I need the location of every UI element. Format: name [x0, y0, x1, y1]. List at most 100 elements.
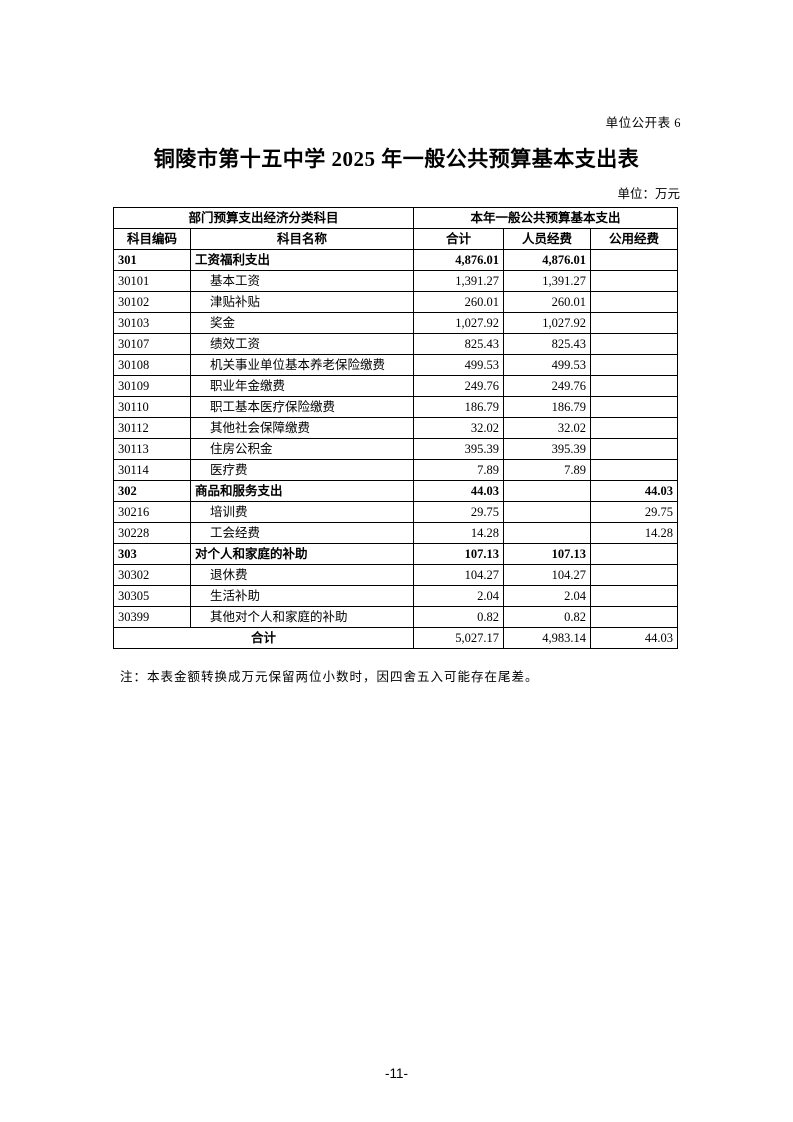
personnel-value: 1,391.27 [503, 270, 592, 292]
public-expense-value [590, 438, 679, 460]
personnel-value: 1,027.92 [503, 312, 592, 334]
subject-name: 住房公积金 [189, 438, 415, 460]
table-row: 30114 医疗费 7.89 7.89 [113, 459, 679, 481]
total-value: 0.82 [413, 606, 505, 628]
personnel-value [503, 522, 592, 544]
public-expense-value [590, 606, 679, 628]
subject-code: 30305 [113, 585, 191, 607]
subject-code: 30107 [113, 333, 191, 355]
column-header: 人员经费 [503, 228, 592, 250]
total-value: 4,876.01 [413, 249, 505, 271]
total-value: 14.28 [413, 522, 505, 544]
table-header: 部门预算支出经济分类科目 本年一般公共预算基本支出 科目编码 科目名称 合计 人员经费… [112, 207, 679, 250]
column-header: 科目编码 [113, 228, 191, 250]
total-value: 1,027.92 [413, 312, 505, 334]
public-expense-value [590, 354, 679, 376]
personnel-value [503, 501, 592, 523]
personnel-value: 4,876.01 [503, 249, 592, 271]
personnel-value: 32.02 [503, 417, 592, 439]
subject-code: 30113 [113, 438, 191, 460]
total-value: 260.01 [413, 291, 505, 313]
total-public-value: 44.03 [590, 627, 679, 649]
table-row: 30228 工会经费 14.28 14.28 [113, 522, 679, 544]
public-expense-value: 14.28 [590, 522, 679, 544]
personnel-value [503, 480, 592, 502]
section-row: 302 商品和服务支出 44.03 44.03 [113, 480, 679, 502]
table-row: 30305 生活补助 2.04 2.04 [113, 585, 679, 607]
subject-name: 退休费 [189, 564, 415, 586]
table-row: 30399 其他对个人和家庭的补助 0.82 0.82 [113, 606, 679, 628]
total-value: 1,391.27 [413, 270, 505, 292]
total-value: 32.02 [413, 417, 505, 439]
subject-name: 职业年金缴费 [189, 375, 415, 397]
table-footer: 合计 5,027.17 4,983.14 44.03 [112, 627, 679, 649]
public-expense-value [590, 543, 679, 565]
table-row: 30101 基本工资 1,391.27 1,391.27 [113, 270, 679, 292]
public-expense-value [590, 564, 679, 586]
personnel-value: 499.53 [503, 354, 592, 376]
total-value: 825.43 [413, 333, 505, 355]
public-expense-value [590, 249, 679, 271]
subject-code: 30102 [113, 291, 191, 313]
table-row: 30113 住房公积金 395.39 395.39 [113, 438, 679, 460]
total-value: 2.04 [413, 585, 505, 607]
subject-name: 基本工资 [189, 270, 415, 292]
subject-name: 医疗费 [189, 459, 415, 481]
personnel-value: 186.79 [503, 396, 592, 418]
subject-name: 津贴补贴 [189, 291, 415, 313]
personnel-value: 260.01 [503, 291, 592, 313]
table-row: 30107 绩效工资 825.43 825.43 [113, 333, 679, 355]
subject-code: 30302 [113, 564, 191, 586]
subject-name: 对个人和家庭的补助 [189, 543, 415, 565]
total-personnel-value: 4,983.14 [503, 627, 592, 649]
subject-name: 工资福利支出 [189, 249, 415, 271]
total-label: 合计 [112, 627, 415, 649]
column-header: 公用经费 [590, 228, 679, 250]
subject-name: 其他对个人和家庭的补助 [189, 606, 415, 628]
page-number: -11- [384, 1066, 408, 1081]
total-value: 499.53 [413, 354, 505, 376]
column-header-row: 科目编码 科目名称 合计 人员经费 公用经费 [113, 228, 679, 250]
subject-name: 生活补助 [189, 585, 415, 607]
total-value: 7.89 [413, 459, 505, 481]
subject-name: 绩效工资 [189, 333, 415, 355]
public-expense-value: 29.75 [590, 501, 679, 523]
subject-code: 30109 [113, 375, 191, 397]
subject-code: 30216 [113, 501, 191, 523]
personnel-value: 825.43 [503, 333, 592, 355]
section-row: 303 对个人和家庭的补助 107.13 107.13 [113, 543, 679, 565]
public-expense-value: 44.03 [590, 480, 679, 502]
subject-code: 302 [113, 480, 191, 502]
table-row: 30108 机关事业单位基本养老保险缴费 499.53 499.53 [113, 354, 679, 376]
total-sum-value: 5,027.17 [413, 627, 505, 649]
table-label: 单位公开表 6 [605, 116, 681, 130]
table-note: 注：本表金额转换成万元保留两位小数时，因四舍五入可能存在尾差。 [120, 670, 539, 684]
subject-code: 303 [113, 543, 191, 565]
subject-name: 其他社会保障缴费 [189, 417, 415, 439]
public-expense-value [590, 375, 679, 397]
subject-name: 奖金 [189, 312, 415, 334]
subject-name: 培训费 [189, 501, 415, 523]
subject-code: 30110 [113, 396, 191, 418]
header-group-right: 本年一般公共预算基本支出 [413, 207, 679, 229]
table-row: 30102 津贴补贴 260.01 260.01 [113, 291, 679, 313]
total-row: 合计 5,027.17 4,983.14 44.03 [112, 627, 679, 649]
table-row: 30112 其他社会保障缴费 32.02 32.02 [113, 417, 679, 439]
table-row: 30103 奖金 1,027.92 1,027.92 [113, 312, 679, 334]
total-value: 104.27 [413, 564, 505, 586]
public-expense-value [590, 585, 679, 607]
personnel-value: 107.13 [503, 543, 592, 565]
public-expense-value [590, 396, 679, 418]
header-group-row: 部门预算支出经济分类科目 本年一般公共预算基本支出 [112, 207, 679, 229]
personnel-value: 104.27 [503, 564, 592, 586]
subject-name: 职工基本医疗保险缴费 [189, 396, 415, 418]
subject-name: 工会经费 [189, 522, 415, 544]
subject-code: 301 [113, 249, 191, 271]
total-value: 44.03 [413, 480, 505, 502]
budget-table: 部门预算支出经济分类科目 本年一般公共预算基本支出 科目编码 科目名称 合计 人员经费… [112, 207, 679, 649]
subject-code: 30108 [113, 354, 191, 376]
column-header: 合计 [413, 228, 505, 250]
subject-code: 30228 [113, 522, 191, 544]
subject-code: 30103 [113, 312, 191, 334]
